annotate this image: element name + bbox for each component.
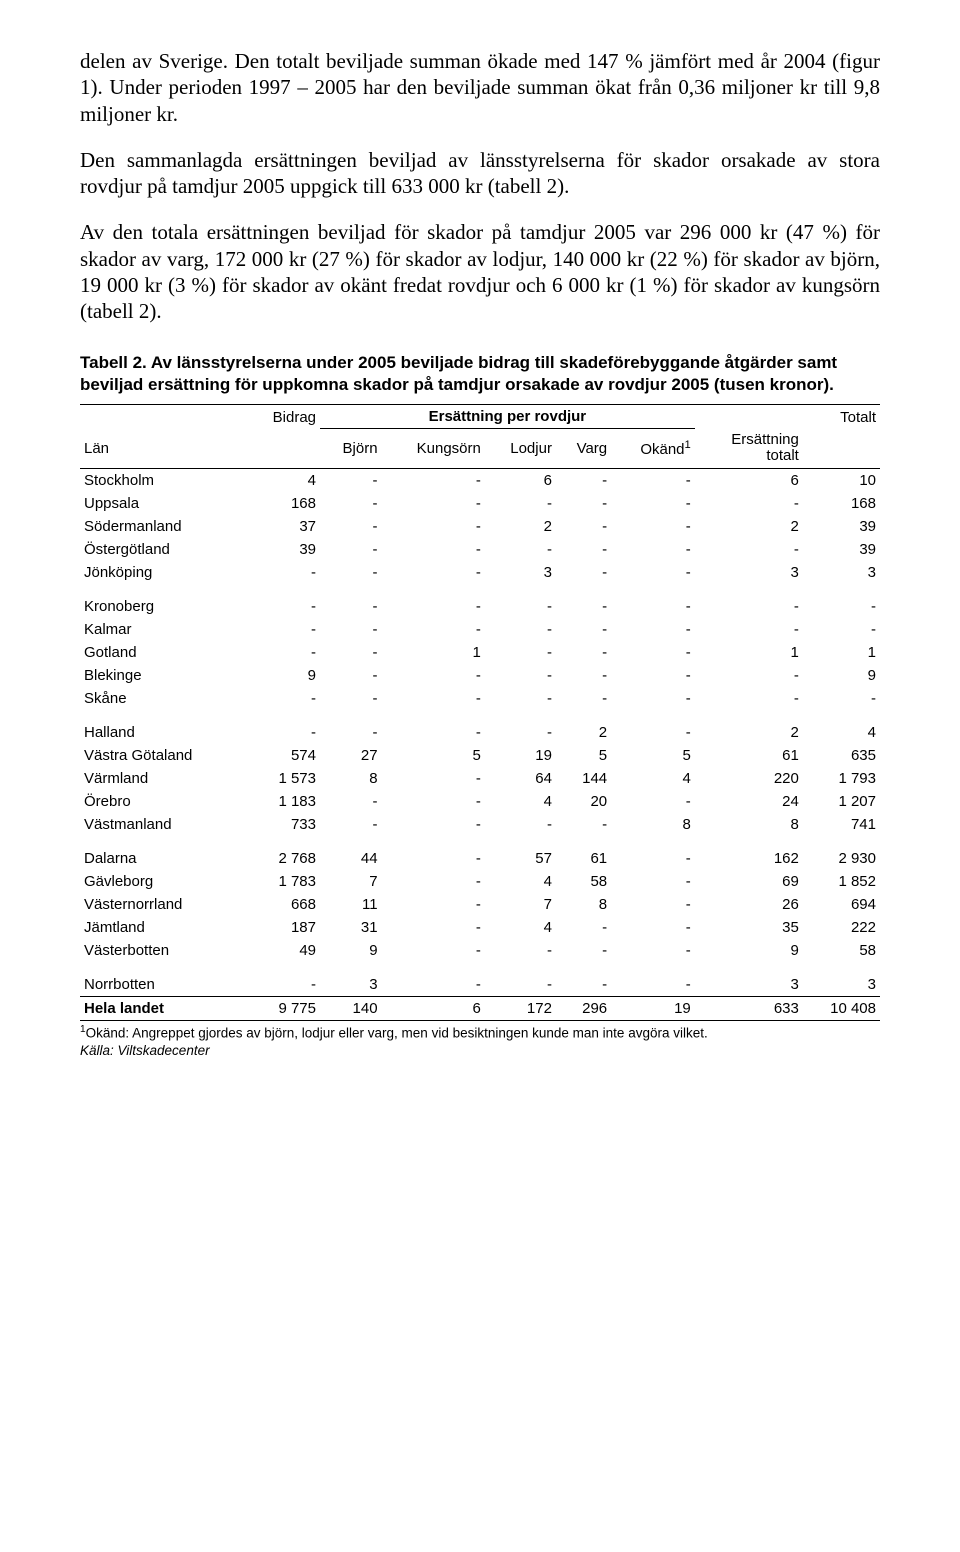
table-row: Jönköping---3--33 xyxy=(80,561,880,584)
col-bidrag: Bidrag xyxy=(247,405,320,429)
body-paragraph-3: Av den totala ersättningen beviljad för … xyxy=(80,219,880,324)
table-row: Östergötland39------39 xyxy=(80,538,880,561)
table-row: Södermanland37--2--239 xyxy=(80,515,880,538)
table-row: Halland----2-24 xyxy=(80,710,880,744)
table-source: Källa: Viltskadecenter xyxy=(80,1043,880,1058)
table-row: Skåne-------- xyxy=(80,687,880,710)
table-footnote: 1Okänd: Angreppet gjordes av björn, lodj… xyxy=(80,1023,880,1042)
table-row: Västernorrland66811-78-26694 xyxy=(80,893,880,916)
table-row: Gotland--1---11 xyxy=(80,641,880,664)
body-paragraph-2: Den sammanlagda ersättningen beviljad av… xyxy=(80,147,880,200)
col-ersattning-per-rovdjur: Ersättning per rovdjur xyxy=(320,405,695,429)
col-totalt: Totalt xyxy=(803,405,880,429)
col-varg: Varg xyxy=(556,429,611,469)
table-row: Västerbotten499----958 xyxy=(80,939,880,962)
table-row: Dalarna2 76844-5761-1622 930 xyxy=(80,836,880,870)
table-row: Örebro1 183--420-241 207 xyxy=(80,790,880,813)
col-lan: Län xyxy=(80,429,247,469)
table-row: Blekinge9------9 xyxy=(80,664,880,687)
table-row: Kalmar-------- xyxy=(80,618,880,641)
table-row: Stockholm4--6--610 xyxy=(80,468,880,492)
table-row: Gävleborg1 7837-458-691 852 xyxy=(80,870,880,893)
col-ersattning-totalt: Ersättning totalt xyxy=(695,429,803,469)
table-row: Värmland1 5738-6414442201 793 xyxy=(80,767,880,790)
col-lodjur: Lodjur xyxy=(485,429,556,469)
table-row: Uppsala168------168 xyxy=(80,492,880,515)
table-body: Stockholm4--6--610Uppsala168------168Söd… xyxy=(80,468,880,1020)
table-row: Kronoberg-------- xyxy=(80,584,880,618)
table-row: Jämtland18731-4--35222 xyxy=(80,916,880,939)
table-row: Västmanland733----88741 xyxy=(80,813,880,836)
table-row: Västra Götaland574275195561635 xyxy=(80,744,880,767)
col-kungsorn: Kungsörn xyxy=(382,429,485,469)
compensation-table: Bidrag Ersättning per rovdjur Totalt Län… xyxy=(80,404,880,1021)
table-total-row: Hela landet9 77514061722961963310 408 xyxy=(80,996,880,1020)
col-okand: Okänd1 xyxy=(611,429,695,469)
table-caption: Tabell 2. Av länsstyrelserna under 2005 … xyxy=(80,352,880,396)
body-paragraph-1: delen av Sverige. Den totalt beviljade s… xyxy=(80,48,880,127)
col-bjorn: Björn xyxy=(320,429,382,469)
table-row: Norrbotten-3----33 xyxy=(80,962,880,997)
